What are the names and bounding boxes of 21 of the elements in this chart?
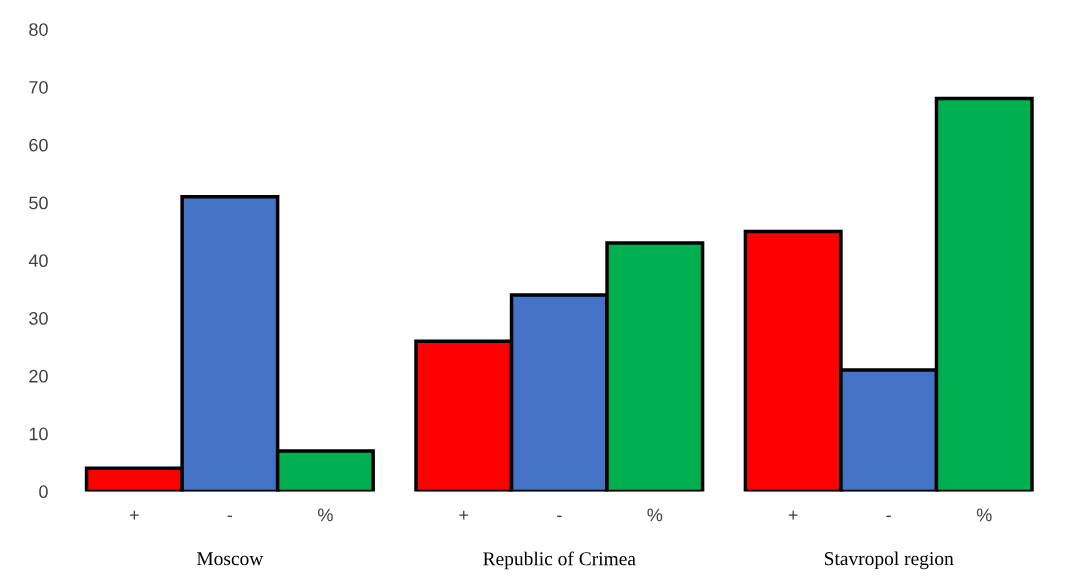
y-tick-label: 40 [28, 254, 48, 268]
x-tick-label: Stavropol region [824, 551, 954, 570]
y-tick-label: 60 [29, 138, 48, 152]
series-label: + [129, 510, 139, 520]
text: + [788, 510, 798, 520]
text: - [557, 515, 562, 518]
x-tick-label: Moscow [196, 552, 264, 566]
y-tick-label: 70 [29, 80, 48, 94]
series-label: % [318, 508, 333, 522]
text: - [886, 515, 891, 518]
y-tick-label: 10 [29, 427, 48, 441]
y-tick-label: 20 [29, 369, 48, 383]
text: + [459, 510, 469, 520]
y-tick-label: 0 [39, 485, 48, 499]
x-tick-label: Republic of Crimea [483, 551, 636, 570]
y-tick-label: 50 [29, 196, 48, 210]
y-tick-label: 80 [29, 23, 48, 36]
y-tick-label: 30 [29, 312, 48, 325]
text: % [647, 508, 663, 522]
text: % [976, 508, 992, 522]
series-label: - [227, 515, 233, 518]
